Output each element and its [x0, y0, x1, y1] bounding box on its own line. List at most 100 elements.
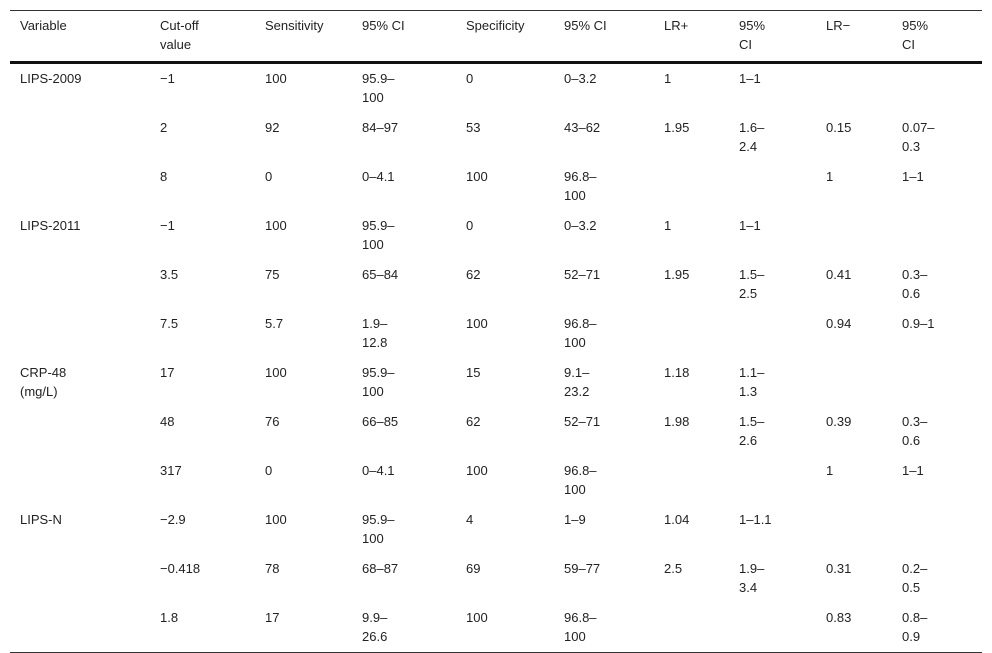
column-header: 95% CI [729, 10, 816, 64]
cell-text: 65–84 [362, 267, 399, 282]
cell-text: LIPS-2011 [20, 218, 81, 233]
table-cell [729, 603, 816, 653]
cell-text: 0–4.1 [362, 463, 395, 478]
cell-text: −2.9 [160, 512, 186, 527]
cell-text: 1.98 [664, 414, 690, 429]
cell-text: 96.8–100 [564, 463, 597, 497]
table-cell [892, 63, 982, 114]
table-cell: 62 [456, 260, 554, 309]
table-cell: CRP-48 (mg/L) [10, 358, 150, 407]
table-cell: 75 [255, 260, 352, 309]
table-cell: 0–4.1 [352, 162, 456, 211]
table-cell [892, 505, 982, 554]
cell-text: 68–87 [362, 561, 399, 576]
cell-text: 1–1 [739, 71, 761, 86]
cell-text: 0–4.1 [362, 169, 395, 184]
cell-text: 76 [265, 414, 280, 429]
cell-text: 0 [265, 463, 273, 478]
table-cell: 100 [456, 603, 554, 653]
cell-text: 84–97 [362, 120, 399, 135]
cell-text: 1.5–2.5 [739, 267, 765, 301]
header-text: 95% CI [564, 18, 607, 33]
cell-text: −0.418 [160, 561, 201, 576]
table-cell: 1.6–2.4 [729, 113, 816, 162]
table-cell: −1 [150, 63, 255, 114]
table-cell: 0 [456, 63, 554, 114]
table-cell: 1 [654, 211, 729, 260]
table-cell: 48 [150, 407, 255, 456]
table-cell [654, 162, 729, 211]
cell-text: 96.8–100 [564, 316, 597, 350]
cell-text: 100 [466, 169, 488, 184]
cell-text: 0 [265, 169, 273, 184]
table-cell: 100 [255, 211, 352, 260]
cell-text: 0 [466, 218, 474, 233]
cell-text: 1.04 [664, 512, 690, 527]
table-cell [816, 358, 892, 407]
table-cell: 1.9–3.4 [729, 554, 816, 603]
table-cell: 2.5 [654, 554, 729, 603]
cell-text: 1–1 [739, 218, 761, 233]
table-cell: 62 [456, 407, 554, 456]
cell-text: 1.5–2.6 [739, 414, 765, 448]
cell-text: 1.1–1.3 [739, 365, 765, 399]
cell-text: 1–9 [564, 512, 586, 527]
column-header: Cut-off value [150, 10, 255, 64]
table-cell [729, 309, 816, 358]
cell-text: 100 [265, 71, 287, 86]
header-row: Variable Cut-off value Sensitivity 95% CI Sp… [10, 10, 982, 64]
cell-text: 8 [160, 169, 168, 184]
cell-text: 52–71 [564, 267, 601, 282]
table-cell: 65–84 [352, 260, 456, 309]
table-cell: 100 [456, 456, 554, 505]
table-cell [10, 554, 150, 603]
cell-text: 2 [160, 120, 168, 135]
table-cell [729, 456, 816, 505]
cell-text: 1–1 [902, 463, 924, 478]
cell-text: 100 [466, 463, 488, 478]
cell-text: 100 [265, 218, 287, 233]
cell-text: 3.5 [160, 267, 179, 282]
table-cell: 0.15 [816, 113, 892, 162]
table-cell: LIPS-N [10, 505, 150, 554]
table-cell: 2 [150, 113, 255, 162]
table-row: 2 92 84–97 53 43–62 1.95 1.6–2.4 0.15 0.07–0.3 [10, 113, 982, 162]
cell-text: 0–3.2 [564, 218, 597, 233]
table-cell: 0.9–1 [892, 309, 982, 358]
table-cell: 0–3.2 [554, 63, 654, 114]
table-cell [10, 162, 150, 211]
cell-text: 43–62 [564, 120, 601, 135]
table-cell: 7.5 [150, 309, 255, 358]
cell-text: 62 [466, 414, 481, 429]
table-cell: 8 [150, 162, 255, 211]
cell-text: 96.8–100 [564, 610, 597, 644]
table-cell [654, 309, 729, 358]
table-cell: 0–4.1 [352, 456, 456, 505]
table-cell: 1.95 [654, 260, 729, 309]
cell-text: 100 [265, 512, 287, 527]
cell-text: 1.95 [664, 267, 690, 282]
header-text: 95% CI [902, 18, 929, 52]
cell-text: 1.18 [664, 365, 690, 380]
table-cell: 53 [456, 113, 554, 162]
table-cell: 0.3–0.6 [892, 407, 982, 456]
table-cell [892, 211, 982, 260]
table-cell: 95.9–100 [352, 358, 456, 407]
table-cell: 78 [255, 554, 352, 603]
table-cell: 9.1–23.2 [554, 358, 654, 407]
table-cell: 0–3.2 [554, 211, 654, 260]
table-cell [729, 162, 816, 211]
cell-text: 1–1 [902, 169, 924, 184]
table-cell: 100 [255, 63, 352, 114]
cell-text: 0.2–0.5 [902, 561, 928, 595]
cell-text: 0.39 [826, 414, 852, 429]
header-text: LR− [826, 18, 851, 33]
cell-text: 100 [265, 365, 287, 380]
table-cell: 1 [816, 456, 892, 505]
table-cell: 95.9–100 [352, 63, 456, 114]
table-cell: 1–1.1 [729, 505, 816, 554]
table-cell: LIPS-2011 [10, 211, 150, 260]
cell-text: 0.3–0.6 [902, 414, 928, 448]
column-header: LR+ [654, 10, 729, 64]
table-cell: 15 [456, 358, 554, 407]
